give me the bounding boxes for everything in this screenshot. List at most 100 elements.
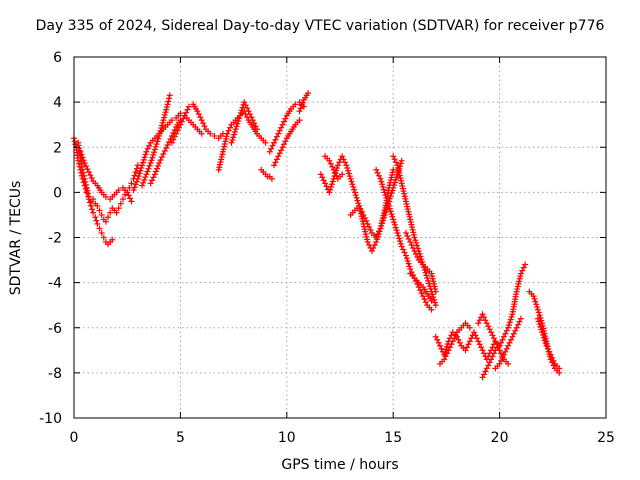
series-track-23: [479, 261, 529, 381]
data-point: [157, 127, 164, 134]
data-point: [279, 144, 286, 151]
data-point: [279, 121, 286, 128]
data-point: [391, 221, 398, 228]
data-point: [412, 237, 419, 244]
data-point: [407, 239, 414, 246]
series-track-7: [168, 101, 226, 146]
x-tick-label: 25: [597, 430, 615, 446]
data-point: [387, 192, 394, 199]
series-track-17: [373, 166, 435, 313]
data-point: [443, 343, 450, 350]
series-track-6: [147, 117, 184, 187]
data-point: [326, 189, 333, 196]
data-point: [245, 108, 252, 115]
data-point: [201, 123, 208, 130]
data-point: [83, 181, 90, 188]
data-point: [107, 209, 114, 216]
data-point: [334, 162, 341, 169]
data-point: [466, 324, 473, 331]
data-point: [339, 171, 346, 178]
data-point: [180, 115, 187, 122]
data-point: [276, 127, 283, 134]
data-point: [84, 166, 91, 173]
data-point: [88, 202, 95, 209]
data-point: [485, 323, 492, 330]
data-point: [422, 299, 429, 306]
data-point: [170, 136, 177, 143]
data-point: [160, 151, 167, 158]
data-point: [158, 154, 165, 161]
y-tick-label: -4: [48, 276, 62, 292]
data-point: [144, 145, 151, 152]
data-point: [387, 208, 394, 215]
data-point: [96, 207, 103, 214]
data-point: [397, 240, 404, 247]
data-point: [375, 230, 382, 237]
data-point: [273, 133, 280, 140]
data-point: [379, 181, 386, 188]
data-point: [98, 211, 105, 218]
data-point: [81, 160, 88, 167]
data-point: [379, 220, 386, 227]
data-point: [92, 214, 99, 221]
data-point: [332, 169, 339, 176]
data-point: [178, 118, 185, 125]
data-point: [506, 339, 513, 346]
data-point: [398, 157, 405, 164]
data-point: [158, 122, 165, 129]
data-point: [482, 317, 489, 324]
data-point: [161, 114, 168, 121]
data-point: [211, 132, 218, 139]
data-point: [498, 339, 505, 346]
data-point: [339, 153, 346, 160]
series-track-13: [296, 90, 312, 115]
data-point: [130, 187, 137, 194]
data-point: [373, 166, 380, 173]
data-point: [380, 186, 387, 193]
data-point: [530, 293, 537, 300]
data-point: [531, 295, 538, 302]
data-point: [152, 168, 159, 175]
grid: [74, 57, 606, 418]
data-point: [228, 139, 235, 146]
data-point: [388, 211, 395, 218]
data-point: [268, 145, 275, 152]
data-point: [351, 189, 358, 196]
series-track-24: [492, 315, 524, 372]
data-point: [414, 254, 421, 261]
series-track-20: [407, 270, 435, 304]
series-track-4: [130, 110, 205, 194]
data-point: [378, 222, 385, 229]
data-point: [78, 151, 85, 158]
data-point: [486, 326, 493, 333]
data-point: [79, 154, 86, 161]
data-point: [225, 127, 232, 134]
data-point: [88, 175, 95, 182]
data-point: [231, 131, 238, 138]
data-point: [319, 174, 326, 181]
data-point: [445, 347, 452, 354]
data-point: [542, 340, 549, 347]
data-point: [483, 320, 490, 327]
data-point: [361, 214, 368, 221]
data-point: [437, 342, 444, 349]
data-point: [390, 166, 397, 173]
x-tick-label: 10: [278, 430, 296, 446]
data-point: [320, 177, 327, 184]
data-point: [550, 357, 557, 364]
data-point: [166, 92, 173, 99]
data-point: [137, 167, 144, 174]
data-point: [377, 225, 384, 232]
data-point: [238, 107, 245, 114]
y-axis-label: SDTVAR / TECUs: [8, 180, 24, 296]
data-point: [81, 175, 88, 182]
data-point: [486, 359, 493, 366]
data-point: [547, 351, 554, 358]
data-point: [200, 120, 207, 127]
data-point: [386, 205, 393, 212]
data-point: [234, 120, 241, 127]
data-point: [414, 242, 421, 249]
data-point: [109, 236, 116, 243]
data-point: [164, 141, 171, 148]
data-point: [254, 126, 261, 133]
